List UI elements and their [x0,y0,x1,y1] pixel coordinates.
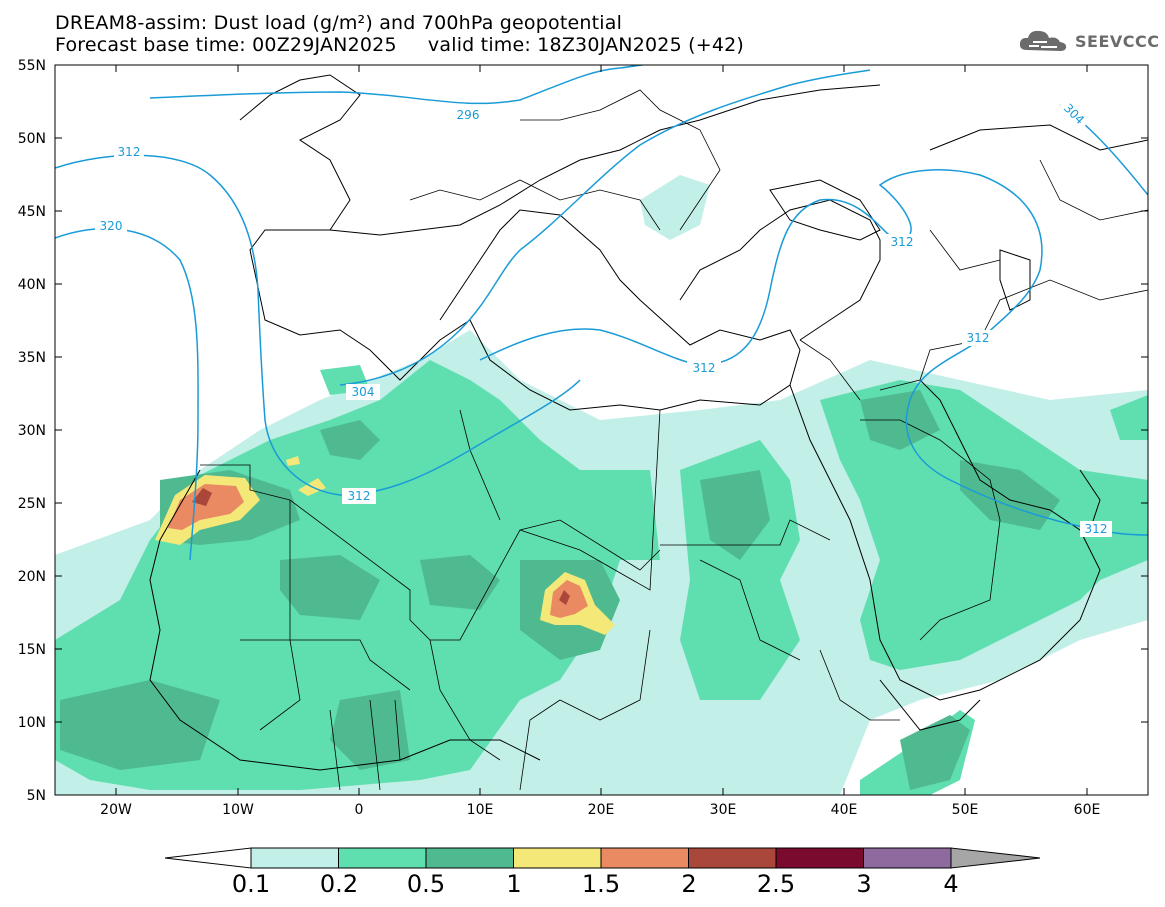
longitude-axis: 20W 10W 0 10E 20E 30E 40E 50E 60E [100,65,1100,818]
lon-label: 20W [100,802,132,818]
colorbar-label: 2 [681,870,697,898]
colorbar-segment-below-min [164,847,252,869]
cloud-logo-icon [1019,30,1067,51]
lon-label: 10W [222,802,254,818]
lat-label: 35N [18,350,46,366]
lat-label: 25N [18,496,46,512]
contour-labels: 296 304 312 320 312 312 304 312 312 312 [95,97,1112,537]
map-title: DREAM8-assim: Dust load (g/m²) and 700hP… [55,12,623,34]
contour-label-312-sahara: 312 [348,489,371,503]
colorbar-segment [688,847,777,869]
logo-text: SEEVCCC [1075,31,1160,51]
seevccc-logo: SEEVCCC [1017,26,1160,56]
lon-label: 10E [467,802,494,818]
lat-label: 15N [18,642,46,658]
colorbar-segment [425,847,514,869]
colorbar-segment-above-max [950,847,1041,869]
lat-label: 55N [18,58,46,74]
lat-label: 40N [18,277,46,293]
lon-label: 50E [952,802,979,818]
latitude-axis: 55N 50N 45N 40N 35N 30N 25N 20N 15N 10N … [18,58,1148,804]
colorbar-label: 1 [506,870,522,898]
contour-label-312-med: 312 [693,361,716,375]
map-subtitle: Forecast base time: 00Z29JAN2025 valid t… [55,34,745,56]
lat-label: 50N [18,131,46,147]
colorbar-segment [775,847,864,869]
lon-label: 60E [1074,802,1101,818]
map-area: 296 304 312 320 312 312 304 312 312 312 [55,65,1148,795]
colorbar-label: 3 [856,870,872,898]
colorbar-segment [250,847,339,869]
lon-label: 30E [710,802,737,818]
lat-label: 45N [18,204,46,220]
colorbar-segment [863,847,952,869]
colorbar-segment [600,847,689,869]
colorbar-label: 1.5 [581,870,621,898]
colorbar-label: 2.5 [756,870,796,898]
lon-label: 20E [588,802,615,818]
dust-shading-0-5 [60,390,1060,790]
lon-label: 0 [355,802,364,818]
dust-shading-2 [192,488,570,605]
lon-label: 40E [831,802,858,818]
dust-shading-1-5 [168,484,588,618]
contour-label-304: 304 [352,385,375,399]
lat-label: 30N [18,423,46,439]
contour-label-312-caucasus: 312 [891,235,914,249]
colorbar-segment [338,847,427,869]
contour-label-312-west: 312 [118,145,141,159]
country-borders [200,89,1148,791]
colorbar-label: 0.2 [319,870,359,898]
coastlines [149,74,1148,771]
contour-label-312-gulf: 312 [1085,522,1108,536]
colorbar-label: 4 [943,870,959,898]
colorbar-label: 0.5 [406,870,446,898]
contour-label-320: 320 [100,219,123,233]
colorbar-label: 0.1 [231,870,271,898]
contour-label-312-iran: 312 [967,331,990,345]
colorbar [164,847,1041,869]
lat-label: 20N [18,569,46,585]
lat-label: 5N [27,788,46,804]
lat-label: 10N [18,715,46,731]
colorbar-segment [513,847,602,869]
contour-label-296: 296 [457,108,480,122]
